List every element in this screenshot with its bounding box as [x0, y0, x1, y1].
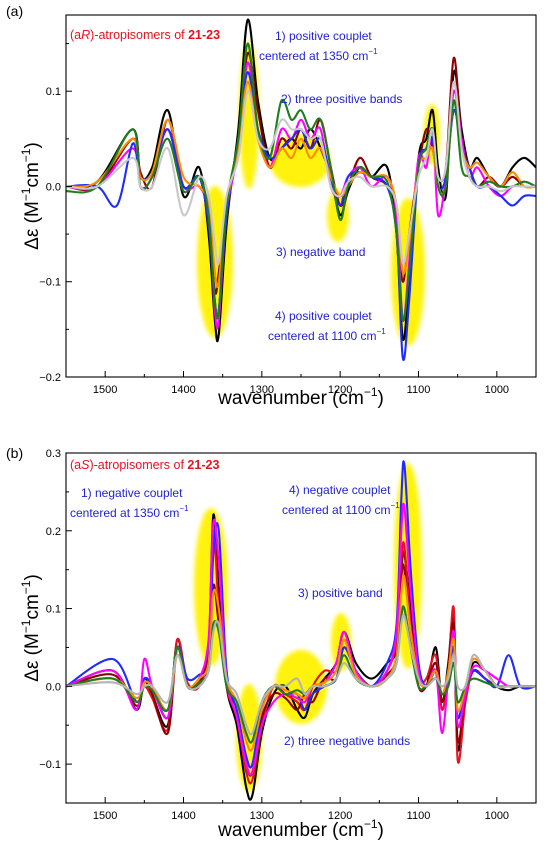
annotation-sup: −1: [377, 327, 387, 336]
y-tick-label: −0.1: [39, 759, 61, 771]
chart-title-italic: S: [81, 458, 90, 472]
annotation: 4) negative couplet: [289, 483, 391, 497]
x-tick-label: 1000: [485, 810, 509, 822]
y-axis-title-text: Δε (M: [22, 201, 43, 250]
x-axis-title-sup: −1: [364, 385, 378, 399]
annotation: 3) negative band: [276, 245, 365, 259]
x-axis-title: wavenumber (cm−1): [217, 817, 384, 841]
y-tick-label: −0.1: [39, 277, 61, 289]
panel-label: (b): [6, 445, 23, 461]
annotation-text: centered at 1350 cm: [259, 49, 368, 63]
annotation: 2) three negative bands: [284, 734, 410, 748]
chart-title: (aR)-atropisomers of 21-23: [70, 28, 220, 42]
x-axis: 1500 1400 1300 1200 1100 1000: [65, 371, 537, 396]
x-axis-title-close: ): [378, 820, 384, 841]
y-axis-title-unit: cm: [22, 162, 43, 187]
annotation-text: centered at 1100 cm: [282, 503, 391, 517]
x-axis-title: wavenumber (cm−1): [217, 385, 384, 409]
y-axis-title: Δε (M−1cm−1): [19, 574, 43, 682]
series-line-8: [66, 613, 536, 736]
x-tick-label: 1100: [407, 384, 431, 396]
annotation: 1) negative couplet: [81, 486, 183, 500]
annotation-text: centered at 1100 cm: [268, 329, 377, 343]
annotation-sup: −1: [179, 504, 189, 513]
annotation: 2) three positive bands: [281, 92, 402, 106]
annotation: 1) positive couplet: [275, 29, 372, 43]
chart-title-middle: )-atropisomers of: [89, 458, 187, 472]
annotation-text: centered at 1350 cm: [70, 506, 179, 520]
y-axis-title: Δε (M−1cm−1): [19, 142, 43, 250]
y-axis-title-sup: −1: [19, 580, 33, 594]
x-tick-label: 1200: [328, 384, 352, 396]
y-axis-title-close: ): [22, 142, 43, 148]
x-tick-label: 1300: [250, 810, 274, 822]
x-tick-label: 1400: [171, 384, 195, 396]
y-axis-title-sup: −1: [19, 148, 33, 162]
y-axis-title-sup: −1: [19, 619, 33, 633]
panel-label: (a): [6, 3, 23, 19]
y-axis-title-sup: −1: [19, 187, 33, 201]
panel-b: (b) 1500 1400 1300 1200 1100 1000 −0.1 0.0 0.1 0…: [6, 445, 537, 841]
y-tick-label: 0.3: [46, 448, 61, 460]
x-tick-label: 1100: [407, 810, 431, 822]
x-tick-label: 1000: [485, 384, 509, 396]
chart-title: (aS)-atropisomers of 21-23: [70, 458, 219, 472]
y-tick-label: 0.1: [46, 604, 61, 616]
annotation-sup: −1: [368, 47, 378, 56]
annotation: 4) positive couplet: [275, 309, 372, 323]
series-lines: [66, 18, 536, 361]
y-axis-title-unit: cm: [22, 594, 43, 619]
annotation: centered at 1350 cm−1: [259, 47, 378, 63]
highlight-ellipse: [270, 135, 330, 187]
panel-a: (a) 1500 1400 1300 1200 1100 1000 −0.2 −0.1 0.0…: [6, 3, 537, 409]
series-lines: [66, 460, 536, 801]
y-tick-label: 0.2: [46, 526, 61, 538]
annotation: centered at 1100 cm−1: [268, 327, 386, 343]
y-tick-label: 0.1: [46, 86, 61, 98]
x-tick-label: 1300: [250, 384, 274, 396]
y-axis: −0.1 0.0 0.1 0.2 0.3: [39, 448, 72, 771]
y-tick-label: −0.2: [39, 372, 61, 384]
x-tick-label: 1400: [171, 810, 195, 822]
series-line-7: [66, 80, 536, 266]
x-axis-title-text: wavenumber (cm: [217, 820, 364, 841]
chart-title-bold: 21-23: [187, 458, 219, 472]
annotation: centered at 1100 cm−1: [282, 501, 400, 517]
chart-title-italic: R: [81, 28, 90, 42]
chart-title-bold: 21-23: [188, 28, 220, 42]
y-tick-label: 0.0: [46, 681, 61, 693]
y-tick-label: 0.0: [46, 181, 61, 193]
y-axis-title-text: Δε (M: [22, 633, 43, 682]
x-axis-title-text: wavenumber (cm: [217, 388, 364, 409]
chart-title-middle: )-atropisomers of: [90, 28, 188, 42]
x-tick-label: 1200: [328, 810, 352, 822]
chart-title-prefix: (a: [70, 28, 81, 42]
x-axis-title-close: ): [378, 388, 384, 409]
annotation-sup: −1: [391, 501, 401, 510]
y-axis: −0.2 −0.1 0.0 0.1: [39, 43, 72, 384]
x-axis-title-sup: −1: [364, 817, 378, 831]
chart-title-prefix: (a: [70, 458, 81, 472]
y-axis-title-close: ): [22, 574, 43, 580]
annotation: 3) positive band: [298, 586, 383, 600]
annotation: centered at 1350 cm−1: [70, 504, 189, 520]
highlight-ellipses: [197, 41, 440, 346]
series-line-6: [66, 42, 536, 322]
x-tick-label: 1500: [93, 810, 117, 822]
x-tick-label: 1500: [93, 384, 117, 396]
x-axis: 1500 1400 1300 1200 1100 1000: [65, 797, 537, 822]
